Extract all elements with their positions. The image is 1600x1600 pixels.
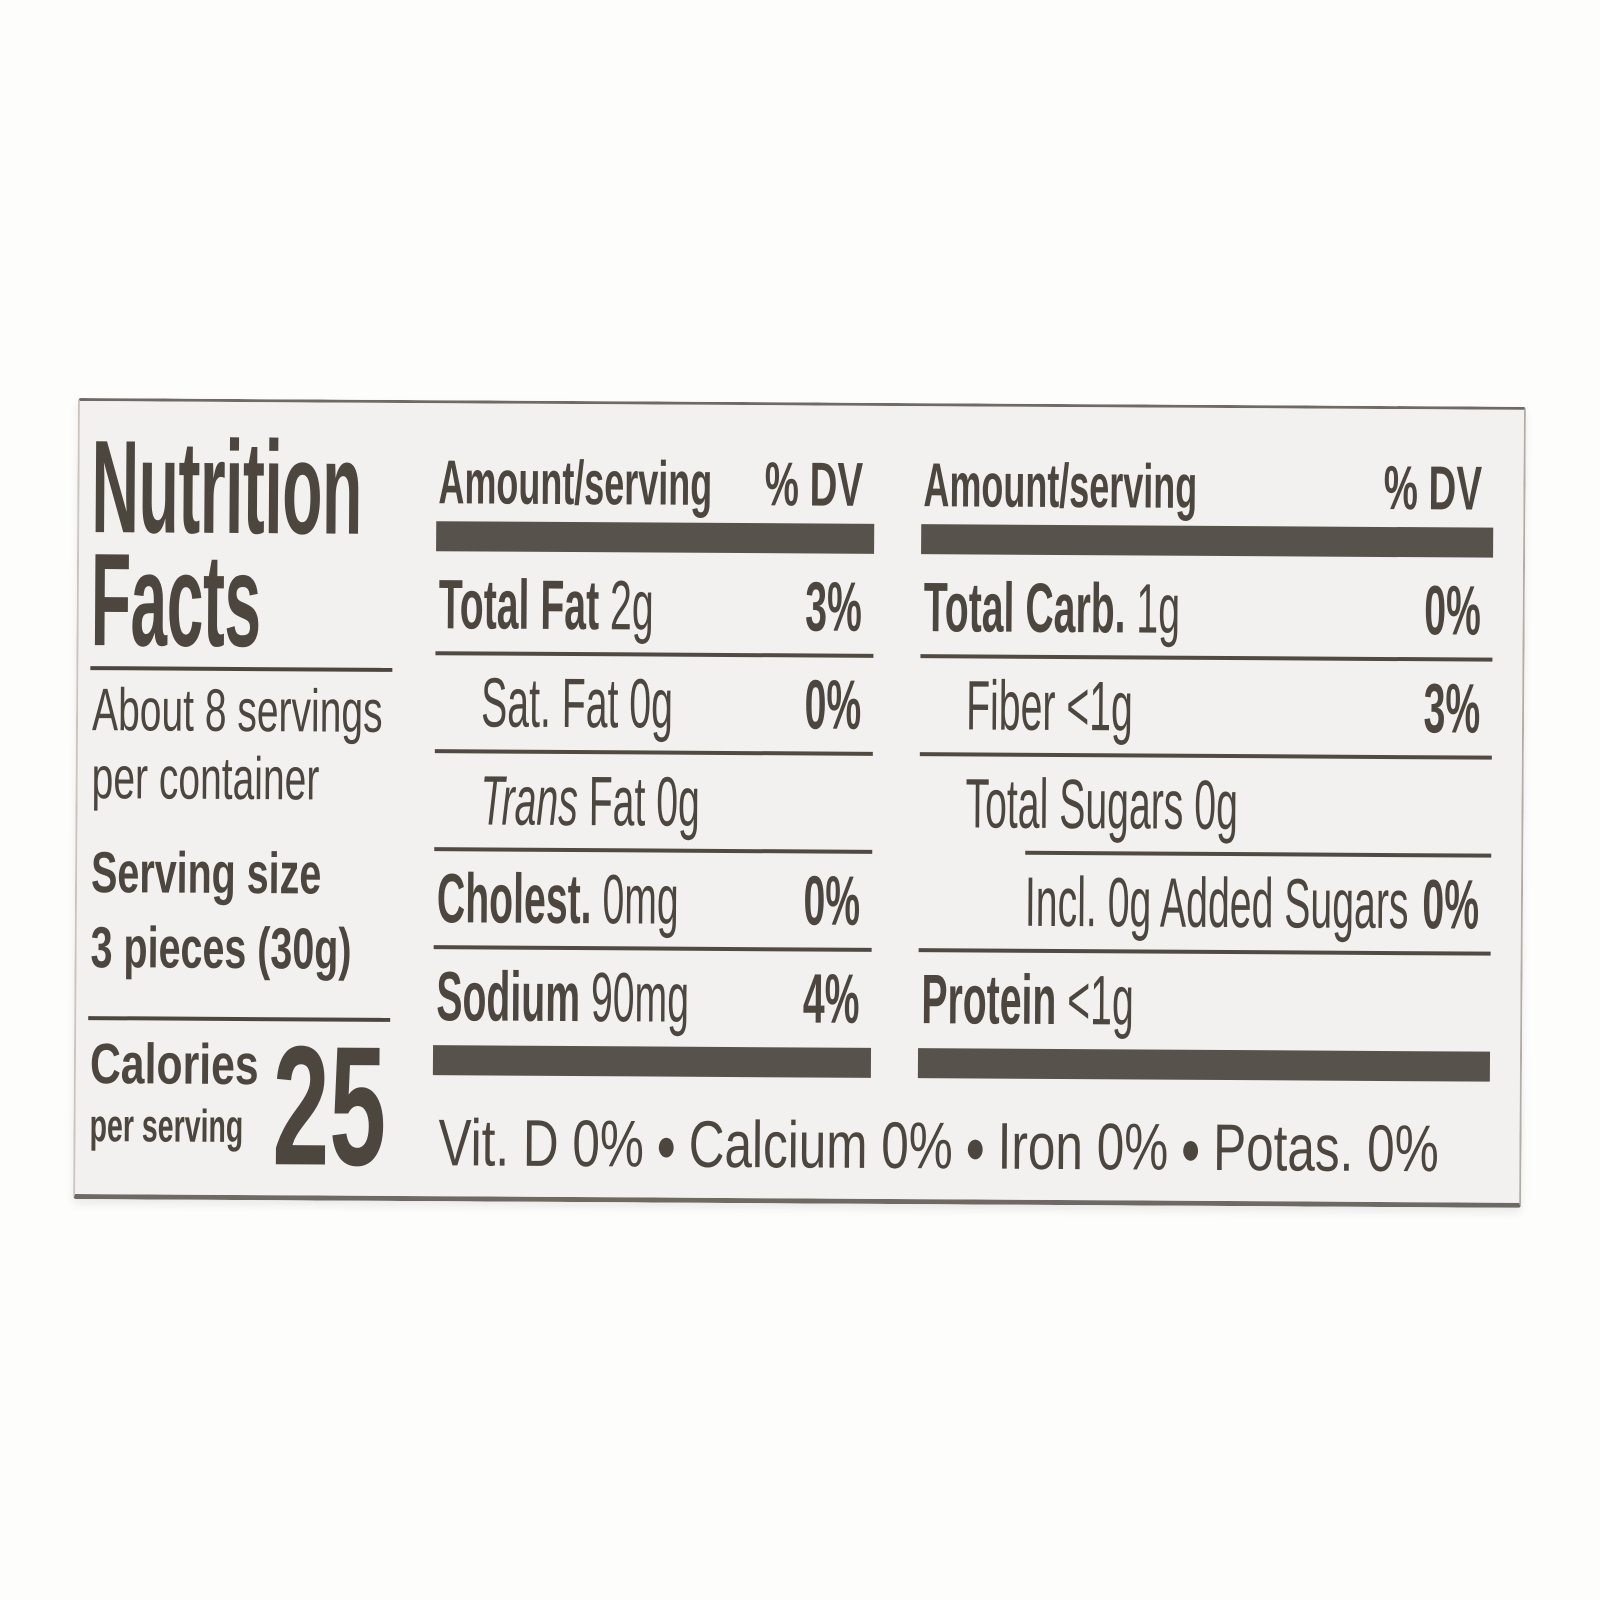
nutrient-dv-value: 0%: [803, 861, 861, 940]
nutrient-label: Total Carb. 1g: [923, 568, 1180, 648]
nutrient-label: Total Fat 2g: [439, 565, 654, 644]
amount-per-serving-header: Amount/serving: [923, 451, 1198, 522]
nutrient-label: Protein <1g: [921, 960, 1134, 1039]
nutrient-amount: <1g: [1056, 960, 1135, 1040]
micronutrient-item: Iron 0%: [997, 1108, 1169, 1184]
nutrient-column-left: Amount/serving % DV Total Fat 2g 3% Sat.…: [432, 403, 875, 1199]
nutrient-label: Sodium 90mg: [436, 957, 689, 1037]
bullet-separator: ●: [655, 1118, 677, 1171]
nutrient-row: Trans Fat 0g: [434, 761, 873, 862]
nutrient-row: Cholest. 0mg 0%: [433, 859, 873, 960]
thick-divider-bar: [432, 1045, 872, 1078]
percent-dv-header: % DV: [764, 450, 863, 520]
percent-dv-header: % DV: [1383, 453, 1482, 524]
nutrient-row: Sat. Fat 0g 0%: [434, 663, 874, 764]
row-divider: [434, 749, 873, 756]
nutrient-row: Total Sugars 0g: [919, 764, 1492, 865]
nutrient-label: Fiber <1g: [966, 666, 1133, 745]
row-divider: [1025, 850, 1492, 858]
nutrient-label: Sat. Fat 0g: [481, 663, 673, 742]
nutrient-rows: Total Fat 2g 3% Sat. Fat 0g 0% Trans Fat…: [433, 565, 874, 1048]
nutrient-label-regular: Incl. 0g Added Sugars: [1024, 862, 1409, 944]
row-divider: [919, 752, 1492, 760]
nutrition-facts-label: Nutrition Facts About 8 servings per con…: [73, 398, 1526, 1208]
row-divider: [918, 948, 1491, 956]
nutrient-label-italic: Trans: [480, 761, 589, 841]
nutrient-label-regular: Total Sugars: [965, 764, 1184, 844]
serving-size-block: Serving size 3 pieces (30g): [90, 835, 352, 987]
micronutrient-item: Vit. D 0%: [438, 1105, 645, 1181]
nutrient-row: Total Carb. 1g 0%: [920, 568, 1493, 669]
micronutrient-item: Calcium 0%: [688, 1106, 954, 1183]
row-divider: [434, 847, 873, 854]
serving-size-value: 3 pieces (30g): [90, 915, 352, 982]
nutrient-amount: <1g: [1055, 666, 1134, 746]
micronutrient-item: Potas. 0%: [1212, 1109, 1439, 1186]
nutrient-dv-value: 3%: [1423, 669, 1481, 748]
nutrient-amount: 2g: [598, 566, 654, 645]
nutrient-label-bold: Total Fat: [438, 565, 600, 645]
nutrient-label: Incl. 0g Added Sugars: [1025, 863, 1409, 943]
nutrient-label-bold: Cholest.: [436, 859, 592, 939]
thick-divider-bar: [436, 521, 875, 554]
summary-column: Nutrition Facts About 8 servings per con…: [87, 401, 408, 1202]
nutrient-rows: Total Carb. 1g 0% Fiber <1g 3% Total Sug…: [918, 568, 1493, 1051]
calories-sublabel: per serving: [89, 1099, 244, 1153]
calories-value: 25: [272, 1011, 387, 1202]
nutrient-amount: 0mg: [591, 860, 679, 939]
nutrient-amount: 0g: [645, 762, 701, 841]
nutrient-row: Total Fat 2g 3%: [435, 565, 874, 666]
row-divider: [920, 654, 1493, 662]
servings-line-1: About 8 servings: [91, 676, 383, 745]
calories-label: Calories: [89, 1032, 259, 1098]
nutrient-label-bold: Total Carb.: [923, 568, 1126, 648]
nutrient-label-regular: Fiber: [965, 666, 1056, 745]
row-divider: [435, 651, 874, 658]
nutrient-dv-value: 3%: [804, 567, 862, 646]
nutrient-label-regular: Fat: [588, 762, 646, 841]
nutrient-amount: 0g: [618, 664, 674, 743]
micronutrients-line: Vit. D 0% ● Calcium 0% ● Iron 0% ● Potas. 0%: [438, 1103, 1513, 1192]
nutrient-dv-value: 0%: [1422, 865, 1480, 944]
nutrient-row: Incl. 0g Added Sugars 0%: [918, 862, 1492, 963]
servings-line-2: per container: [91, 744, 320, 813]
nutrient-label-regular: Sat. Fat: [480, 663, 619, 743]
nutrient-row: Sodium 90mg 4%: [433, 957, 872, 1048]
nutrient-dv-value: 4%: [802, 959, 860, 1038]
column-header: Amount/serving % DV: [921, 451, 1493, 524]
nutrient-label: Trans Fat 0g: [480, 761, 700, 840]
row-divider: [433, 945, 872, 952]
nutrient-amount: 0g: [1183, 765, 1239, 845]
nutrient-label-bold: Protein: [921, 960, 1057, 1039]
nutrient-label: Total Sugars 0g: [965, 764, 1238, 844]
nutrient-row: Protein <1g: [918, 960, 1491, 1051]
nutrition-facts-title: Nutrition Facts: [90, 413, 362, 674]
nutrient-label: Cholest. 0mg: [437, 859, 679, 938]
bullet-separator: ●: [1180, 1121, 1202, 1174]
servings-per-container: About 8 servings per container: [91, 676, 382, 814]
nutrient-column-right: Amount/serving % DV Total Carb. 1g 0% Fi…: [917, 406, 1494, 1202]
nutrient-label-bold: Sodium: [436, 957, 581, 1037]
nutrient-amount: 1g: [1125, 569, 1181, 648]
nutrient-row: Fiber <1g 3%: [919, 666, 1493, 767]
nutrient-dv-value: 0%: [1423, 571, 1481, 650]
serving-size-label: Serving size: [90, 840, 322, 907]
amount-per-serving-header: Amount/serving: [438, 448, 713, 519]
micronutrients-text: Vit. D 0% ● Calcium 0% ● Iron 0% ● Potas. 0%: [438, 1103, 1439, 1188]
column-header: Amount/serving % DV: [436, 448, 874, 520]
bullet-separator: ●: [964, 1120, 986, 1173]
thick-divider-bar: [917, 1048, 1491, 1082]
nutrient-dv-value: 0%: [804, 665, 862, 744]
thick-divider-bar: [921, 524, 1494, 558]
nutrient-amount: 90mg: [579, 958, 690, 1037]
